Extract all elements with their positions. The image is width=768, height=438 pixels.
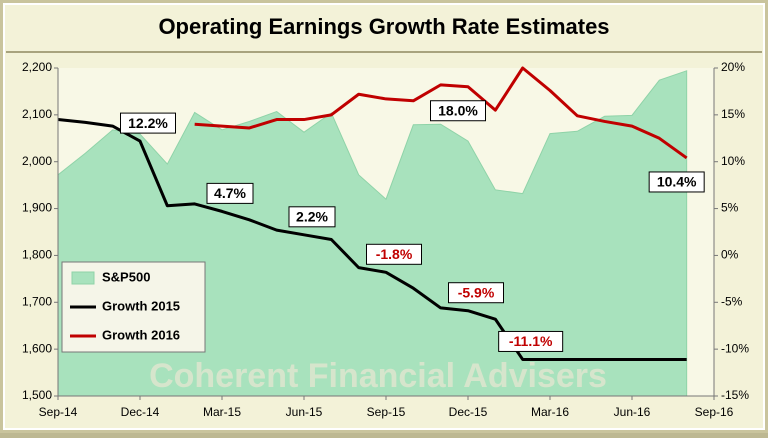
y2-tick-label: -10% [721,341,749,355]
data-label: 4.7% [214,185,246,201]
y2-tick-label: 10% [721,154,745,168]
y-tick-label: 1,600 [22,341,52,355]
y2-tick-label: -15% [721,388,749,402]
data-label: -11.1% [509,333,553,349]
data-label-box [206,182,254,204]
y2-tick-label: 5% [721,201,739,215]
y-tick-label: 1,700 [22,294,52,308]
x-tick-label: Dec-14 [121,405,160,419]
data-label-box [498,330,564,352]
y2-tick-label: 15% [721,107,745,121]
y-tick-label: 1,900 [22,201,52,215]
chart-title: Operating Earnings Growth Rate Estimates [158,14,609,39]
x-tick-label: Mar-15 [203,405,241,419]
data-label: 12.2% [128,115,168,131]
x-tick-label: Jun-15 [286,405,323,419]
x-tick-label: Mar-16 [531,405,569,419]
y-tick-label: 2,000 [22,154,52,168]
data-label: 10.4% [657,174,697,190]
area [57,70,688,397]
x-tick-label: Sep-16 [695,405,734,419]
data-label-box [648,171,705,193]
y-tick-label: 1,800 [22,248,52,262]
data-label: 18.0% [438,102,478,118]
y-tick-label: 2,200 [22,60,52,74]
plot: Coherent Financial Advisers 1,500 1,600 1,7… [22,60,749,419]
x-tick-label: Dec-15 [449,405,488,419]
data-label: -5.9% [458,284,495,300]
data-label-box [288,206,336,228]
legend-label: Growth 2016 [102,327,180,342]
data-label-box [448,282,504,304]
data-label-box [430,100,486,122]
x-tick-label: Sep-15 [367,405,406,419]
y-tick-label: 1,500 [22,388,52,402]
data-label: 2.2% [296,209,328,225]
legend-swatch [71,271,95,285]
data-label-box [366,243,422,265]
y2-tick-label: 0% [721,248,739,262]
line [194,66,688,160]
x-tick-label: Jun-16 [614,405,651,419]
data-label: -1.8% [376,246,413,262]
watermark: Coherent Financial Advisers [149,357,607,395]
y2-tick-label: 20% [721,60,745,74]
y-tick-label: 2,100 [22,107,52,121]
y2-tick-label: -5% [721,294,743,308]
data-label-box [120,112,176,134]
legend-label: S&P500 [102,269,150,284]
x-tick-label: Sep-14 [39,405,78,419]
legend-label: Growth 2015 [102,298,180,313]
line [57,118,687,361]
